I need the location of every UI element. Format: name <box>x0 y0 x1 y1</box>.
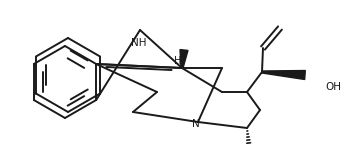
Polygon shape <box>180 50 188 68</box>
Text: H: H <box>174 56 181 66</box>
Text: NH: NH <box>131 38 146 48</box>
Polygon shape <box>262 71 305 80</box>
Text: OH: OH <box>326 82 342 92</box>
Text: N: N <box>192 119 200 129</box>
